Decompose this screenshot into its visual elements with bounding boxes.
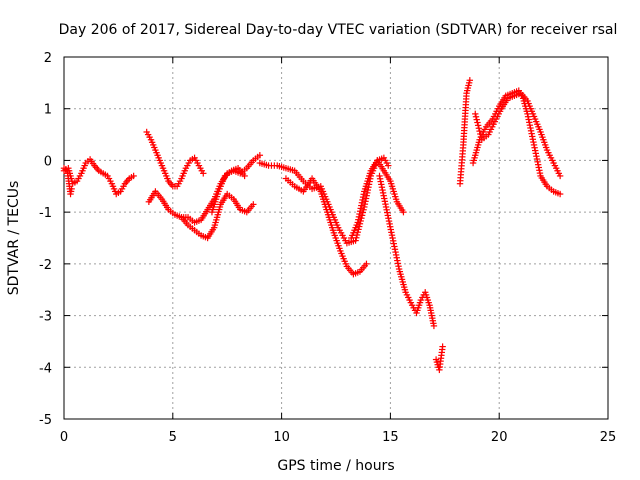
grid	[64, 57, 608, 419]
data-points	[60, 77, 564, 374]
data-point	[200, 170, 207, 177]
data-point	[476, 127, 483, 135]
y-tick-label: 1	[44, 103, 52, 118]
data-point	[474, 122, 482, 129]
data-point	[241, 172, 248, 180]
data-point	[400, 208, 407, 216]
data-point	[439, 343, 446, 350]
data-point	[473, 116, 480, 123]
data-point	[474, 119, 481, 126]
data-point	[466, 77, 474, 84]
x-axis-title: GPS time / hours	[277, 458, 394, 474]
x-tick-label: 15	[382, 430, 399, 445]
x-tick-label: 25	[600, 430, 617, 445]
data-point	[68, 185, 75, 193]
data-point	[556, 190, 564, 198]
chart-title: Day 206 of 2017, Sidereal Day-to-day VTE…	[59, 22, 618, 38]
data-point	[475, 125, 483, 132]
data-point	[556, 172, 564, 180]
axis-ticks	[63, 56, 609, 420]
y-tick-label: -1	[39, 206, 52, 221]
data-point	[360, 206, 367, 213]
y-tick-label: 0	[44, 154, 52, 169]
x-tick-label: 10	[273, 430, 290, 445]
data-point	[130, 172, 137, 180]
data-point	[256, 152, 264, 159]
y-tick-label: -4	[39, 361, 52, 376]
data-point	[385, 162, 392, 169]
y-axis-title: SDTVAR / TECUs	[6, 181, 22, 296]
x-tick-label: 5	[169, 430, 177, 445]
y-tick-label: -3	[39, 310, 52, 325]
plot-frame	[63, 56, 609, 420]
tick-labels: 0 5 10 15 20 25 -5 -4 -3 -2 -1 0 1 2	[39, 51, 616, 445]
y-tick-label: 2	[44, 51, 52, 66]
y-tick-label: -2	[39, 258, 52, 273]
data-point	[363, 260, 370, 268]
data-point	[472, 110, 479, 118]
data-point	[477, 130, 484, 138]
x-tick-label: 0	[60, 430, 68, 445]
data-point	[430, 322, 438, 330]
x-tick-label: 20	[491, 430, 508, 445]
data-point	[472, 113, 480, 120]
data-point	[352, 237, 359, 244]
data-point	[354, 228, 361, 236]
data-point	[250, 201, 257, 208]
y-tick-label: -5	[39, 413, 52, 428]
